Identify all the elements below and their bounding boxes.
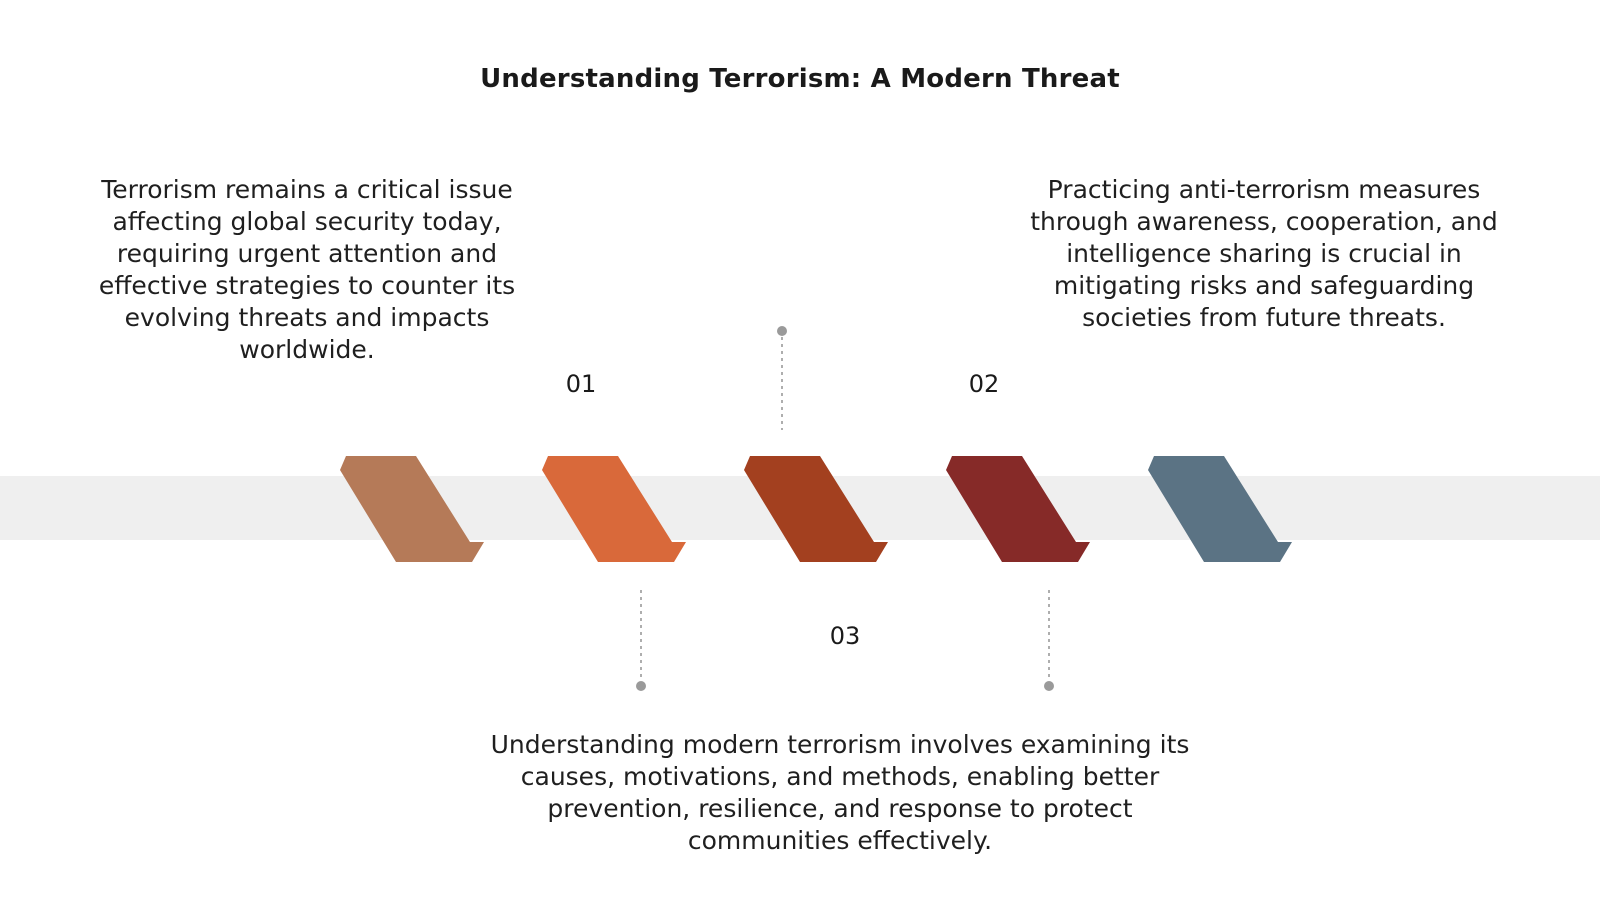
connector-dot-bottom-left xyxy=(636,681,646,691)
chevron-shape-5 xyxy=(1148,456,1292,562)
step-3-number: 03 xyxy=(829,622,861,650)
page-title: Understanding Terrorism: A Modern Threat xyxy=(480,64,1120,94)
chevron-shape-1 xyxy=(340,456,484,562)
step-2-description: Practicing anti-terrorism measures throu… xyxy=(1030,175,1498,332)
chevron-shape-4 xyxy=(946,456,1090,562)
step-3-description: Understanding modern terrorism involves … xyxy=(490,730,1190,855)
step-1-number: 01 xyxy=(565,370,597,398)
step-1-description: Terrorism remains a critical issue affec… xyxy=(98,175,516,364)
chevron-shape-2 xyxy=(542,456,686,562)
step-2-number: 02 xyxy=(968,370,1000,398)
connector-dot-bottom-right xyxy=(1044,681,1054,691)
chevron-shape-3 xyxy=(744,456,888,562)
connector-dot-top xyxy=(777,326,787,336)
